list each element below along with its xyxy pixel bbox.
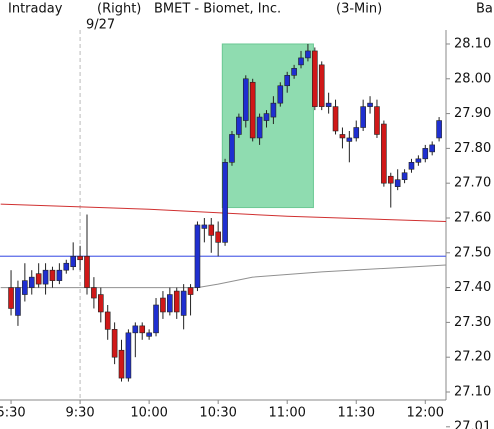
y-tick-label: 28.00	[454, 71, 491, 86]
candle-body	[436, 120, 442, 139]
candle-body	[256, 116, 263, 139]
indicator-line	[0, 264, 447, 289]
header-symbol: BMET - Biomet, Inc.	[154, 2, 281, 17]
candle-body	[187, 287, 194, 295]
candle-body	[422, 148, 429, 160]
x-tick-label: 12:00	[407, 406, 444, 421]
y-tick-label: 27.10	[454, 384, 491, 399]
candle-body	[325, 102, 332, 107]
candle-body	[153, 304, 159, 334]
x-tick-label: 9:30	[65, 406, 94, 421]
candle-body	[35, 273, 42, 285]
candle-body	[222, 162, 228, 243]
candle-body	[160, 297, 166, 313]
candle-body	[346, 137, 353, 142]
candle-body	[15, 287, 21, 316]
candle-body	[77, 255, 83, 261]
header-interval: (3-Min)	[336, 2, 382, 17]
candle-body	[387, 175, 394, 184]
y-tick-label: 27.40	[454, 280, 491, 295]
candle-body	[167, 294, 173, 313]
candle-body	[104, 311, 111, 330]
candle-body	[277, 85, 284, 104]
candle-body	[70, 255, 76, 268]
x-tick-label: 11:30	[338, 406, 375, 421]
candle-body	[180, 290, 187, 316]
y-tick-label: 27.80	[454, 141, 491, 156]
x-tick-label: 11:00	[268, 406, 305, 421]
candle-body	[394, 179, 401, 187]
candle-body	[111, 329, 118, 358]
candle-body	[208, 224, 215, 236]
candle-body	[270, 102, 277, 118]
candle-body	[374, 106, 380, 135]
candle-body	[97, 294, 104, 313]
candle-body	[291, 68, 297, 76]
candle-body	[263, 113, 270, 121]
candle-body	[42, 269, 49, 285]
candle-body	[367, 102, 373, 107]
candle-body	[118, 349, 125, 379]
date-label: 9/27	[86, 18, 115, 33]
candle-body	[360, 106, 366, 128]
y-tick-label: 27.30	[454, 315, 491, 330]
candle-body	[318, 64, 325, 107]
candle-body	[236, 116, 242, 135]
candle-body	[125, 332, 132, 379]
y-tick-label: 27.50	[454, 245, 491, 260]
header-side: (Right)	[97, 2, 141, 17]
candle-body	[56, 269, 63, 281]
x-tick-label: 5:30	[0, 406, 26, 421]
candle-body	[429, 144, 435, 153]
y-tick-label: 27.90	[454, 106, 491, 121]
candle-body	[249, 81, 256, 139]
indicator-line	[0, 203, 447, 222]
candle-body	[173, 290, 180, 313]
candle-body	[242, 78, 249, 121]
y-tick-label: 27.70	[454, 176, 491, 191]
highlight-box	[221, 43, 314, 209]
candle-body	[381, 123, 387, 184]
candle-body	[339, 134, 346, 139]
y-tick-label: 28.10	[454, 36, 491, 51]
header-title: Intraday	[8, 2, 63, 17]
header-cut: Ba	[476, 2, 493, 17]
candle-body	[215, 231, 221, 243]
candle-body	[146, 332, 152, 337]
candle-body	[353, 127, 360, 139]
x-tick-label: 10:00	[130, 406, 167, 421]
candle-body	[91, 287, 97, 299]
candle-body	[8, 287, 14, 309]
candle-body	[84, 255, 90, 288]
y-tick-label: 27.01	[454, 419, 491, 429]
candle-body	[401, 172, 408, 181]
candle-body	[332, 106, 339, 132]
y-tick-label: 27.60	[454, 210, 491, 225]
candle-body	[284, 75, 291, 87]
candle-body	[305, 50, 311, 59]
candle-body	[312, 50, 318, 107]
y-tick-label: 27.20	[454, 350, 491, 365]
candle-body	[132, 325, 139, 334]
candle-body	[139, 325, 146, 334]
candle-body	[63, 262, 70, 271]
candle-body	[201, 224, 208, 229]
candle-body	[28, 276, 35, 288]
x-tick-label: 10:30	[199, 406, 236, 421]
candle-body	[415, 158, 422, 163]
candle-body	[408, 162, 415, 170]
candle-body	[229, 134, 235, 163]
candle-body	[298, 57, 304, 66]
candle-body	[194, 224, 201, 288]
candle-body	[22, 280, 28, 295]
candle-body	[49, 269, 56, 281]
